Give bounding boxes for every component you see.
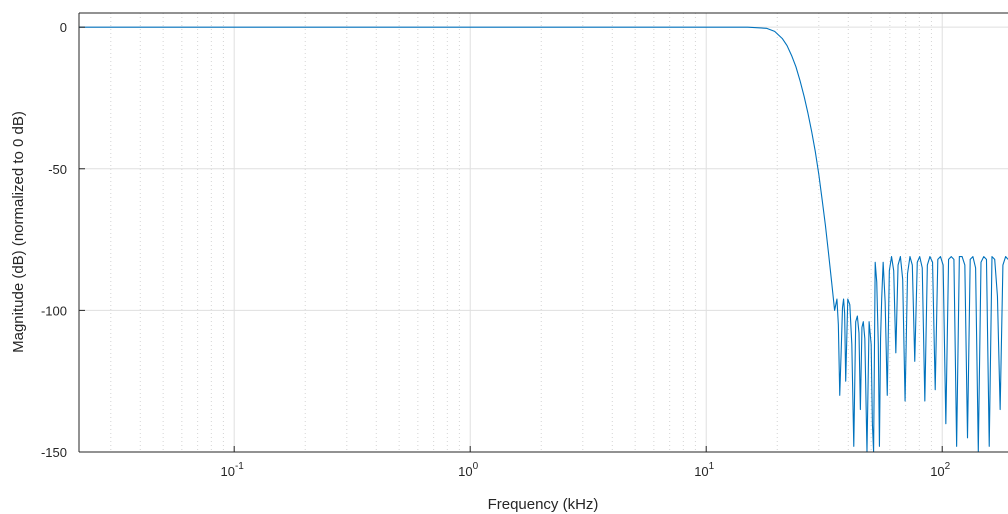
x-tick-label: 102	[930, 461, 950, 479]
series-line	[79, 26, 1008, 452]
y-tick-labels: 0 -50 -100 -150	[41, 20, 67, 460]
y-tick-label: -50	[48, 162, 67, 177]
x-tick-labels: 10-1 100 101 102	[221, 461, 951, 479]
y-tick-label: -100	[41, 303, 67, 318]
y-tick-label: -150	[41, 445, 67, 460]
x-tick-label: 10-1	[221, 461, 245, 479]
x-axis-label: Frequency (kHz)	[488, 496, 599, 513]
plot-area	[79, 26, 1008, 452]
y-tick-label: 0	[60, 20, 67, 35]
y-axis-label: Magnitude (dB) (normalized to 0 dB)	[10, 111, 27, 353]
x-tick-label: 100	[458, 461, 478, 479]
axes	[78, 12, 1008, 453]
x-tick-label: 101	[694, 461, 714, 479]
